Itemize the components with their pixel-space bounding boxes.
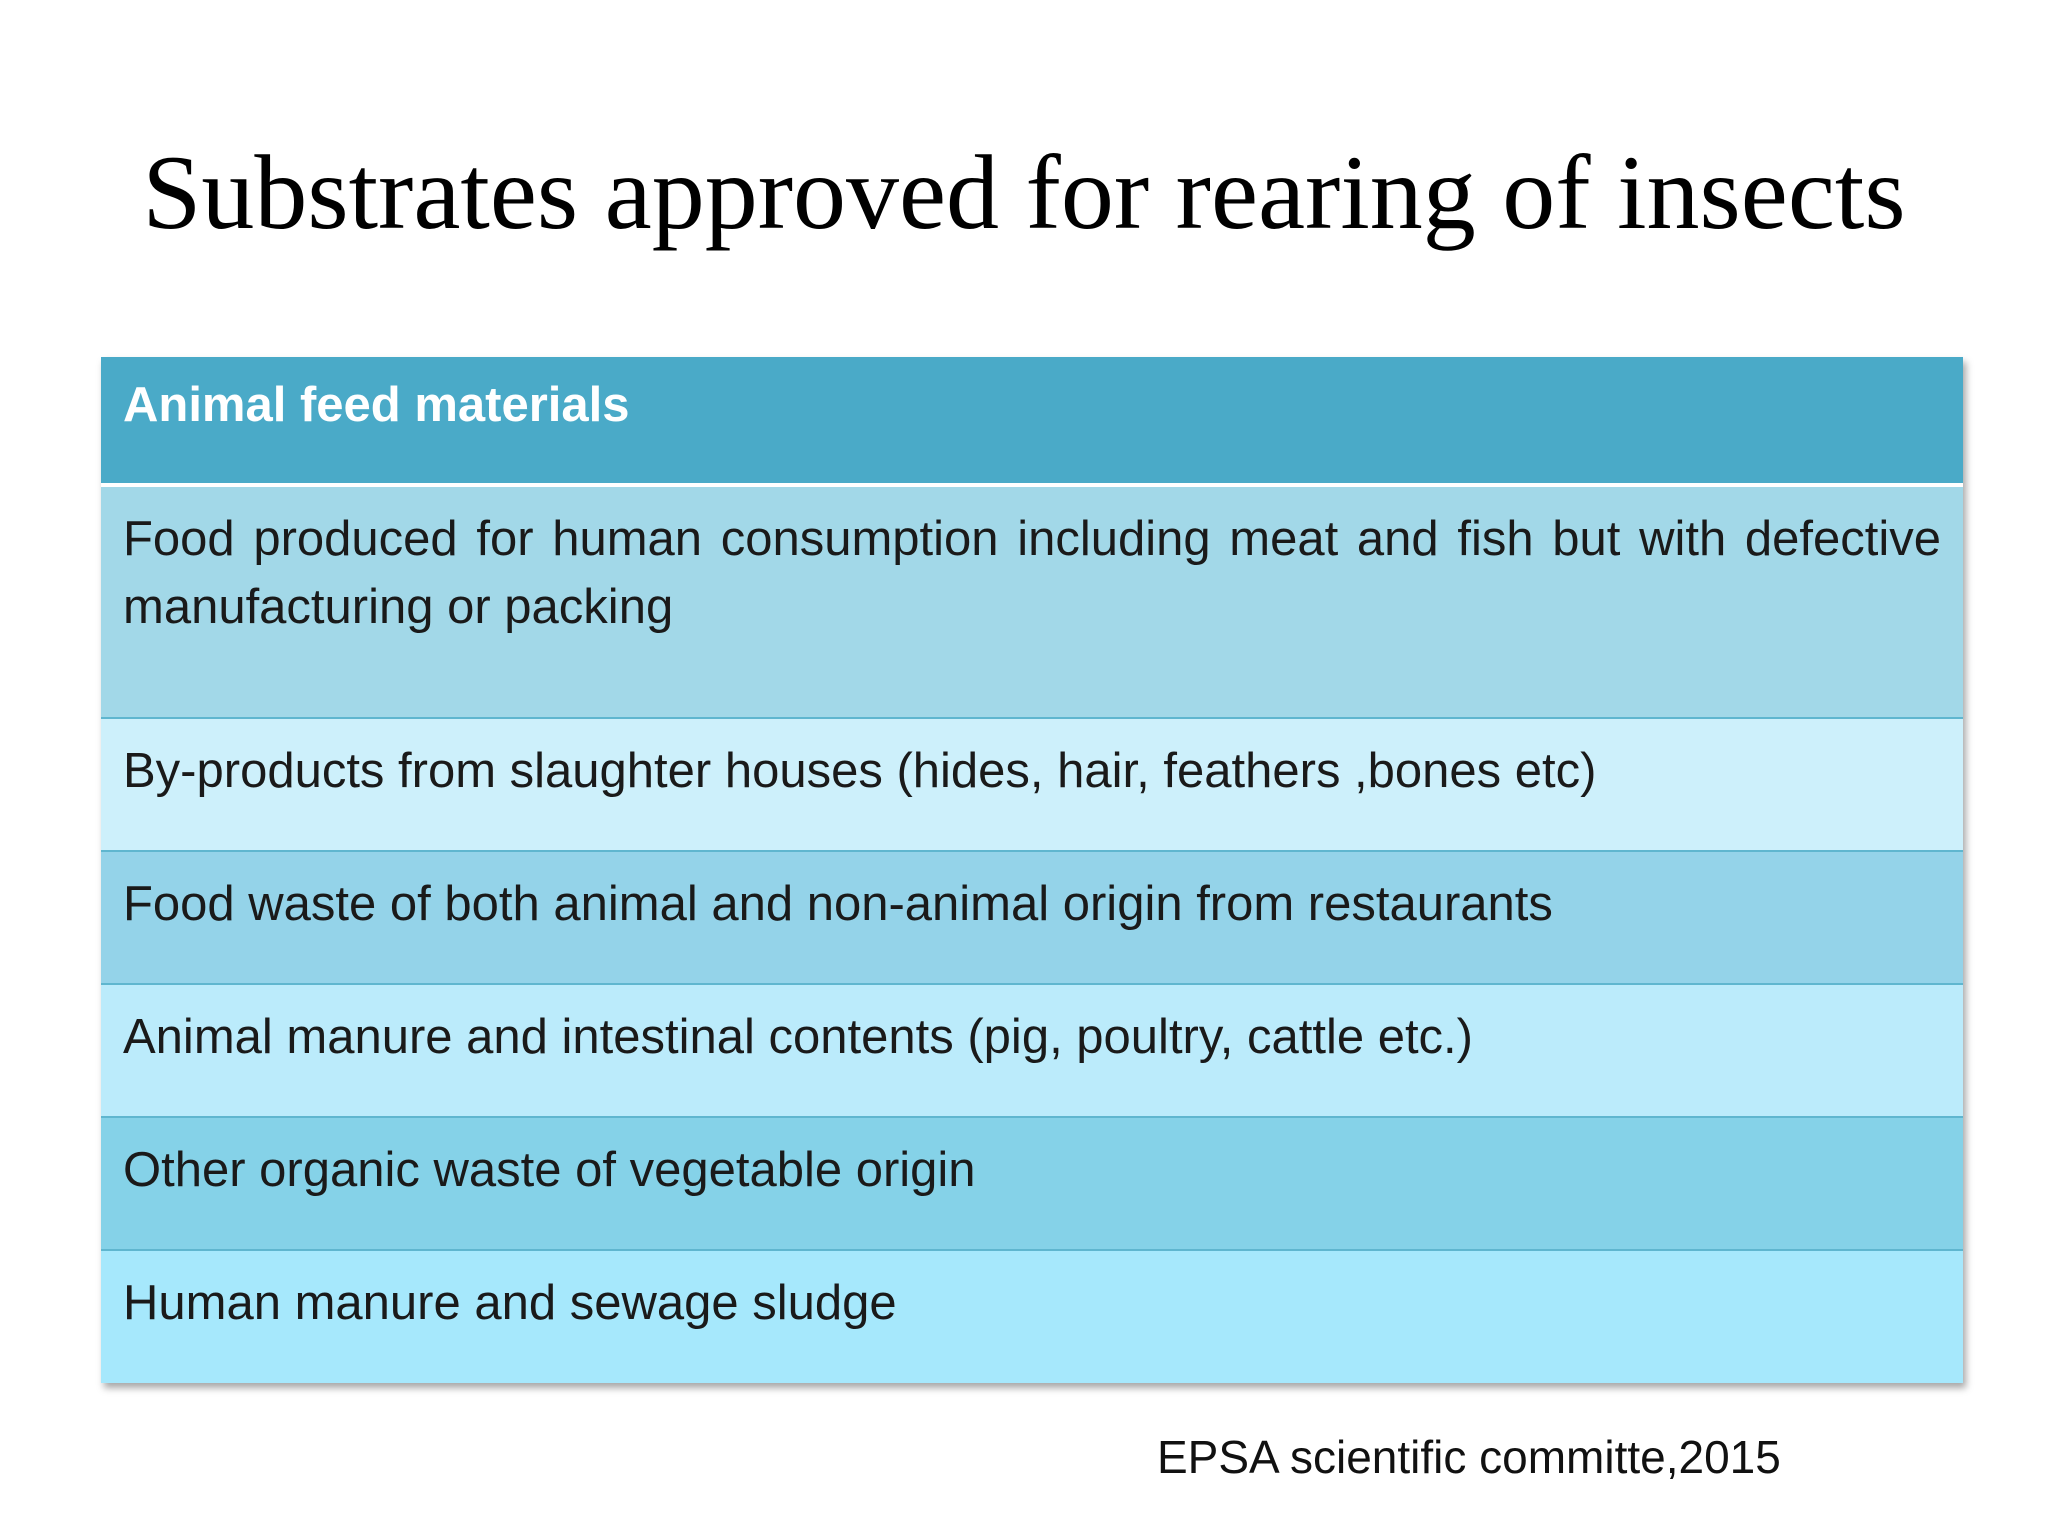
table-row-text: Other organic waste of vegetable origin <box>123 1143 976 1197</box>
table-row: Food produced for human consumption incl… <box>101 487 1963 719</box>
table-header: Animal feed materials <box>101 357 1963 487</box>
table-row: Animal manure and intestinal contents (p… <box>101 985 1963 1118</box>
table-row: Food waste of both animal and non-animal… <box>101 852 1963 985</box>
source-citation: EPSA scientific committe,2015 <box>1157 1431 1781 1483</box>
slide-title: Substrates approved for rearing of insec… <box>142 134 1906 251</box>
table-row-text: Food waste of both animal and non-animal… <box>123 877 1553 931</box>
table-row-text: Human manure and sewage sludge <box>123 1276 897 1330</box>
table-row-text: Animal manure and intestinal contents (p… <box>123 1010 1473 1064</box>
table-row-text: Food produced for human consumption incl… <box>123 512 1941 634</box>
table-row: By-products from slaughter houses (hides… <box>101 719 1963 852</box>
substrates-table: Animal feed materials Food produced for … <box>101 357 1963 1383</box>
table-row: Human manure and sewage sludge <box>101 1251 1963 1383</box>
table-row-text: By-products from slaughter houses (hides… <box>123 744 1597 798</box>
table-row: Other organic waste of vegetable origin <box>101 1118 1963 1251</box>
